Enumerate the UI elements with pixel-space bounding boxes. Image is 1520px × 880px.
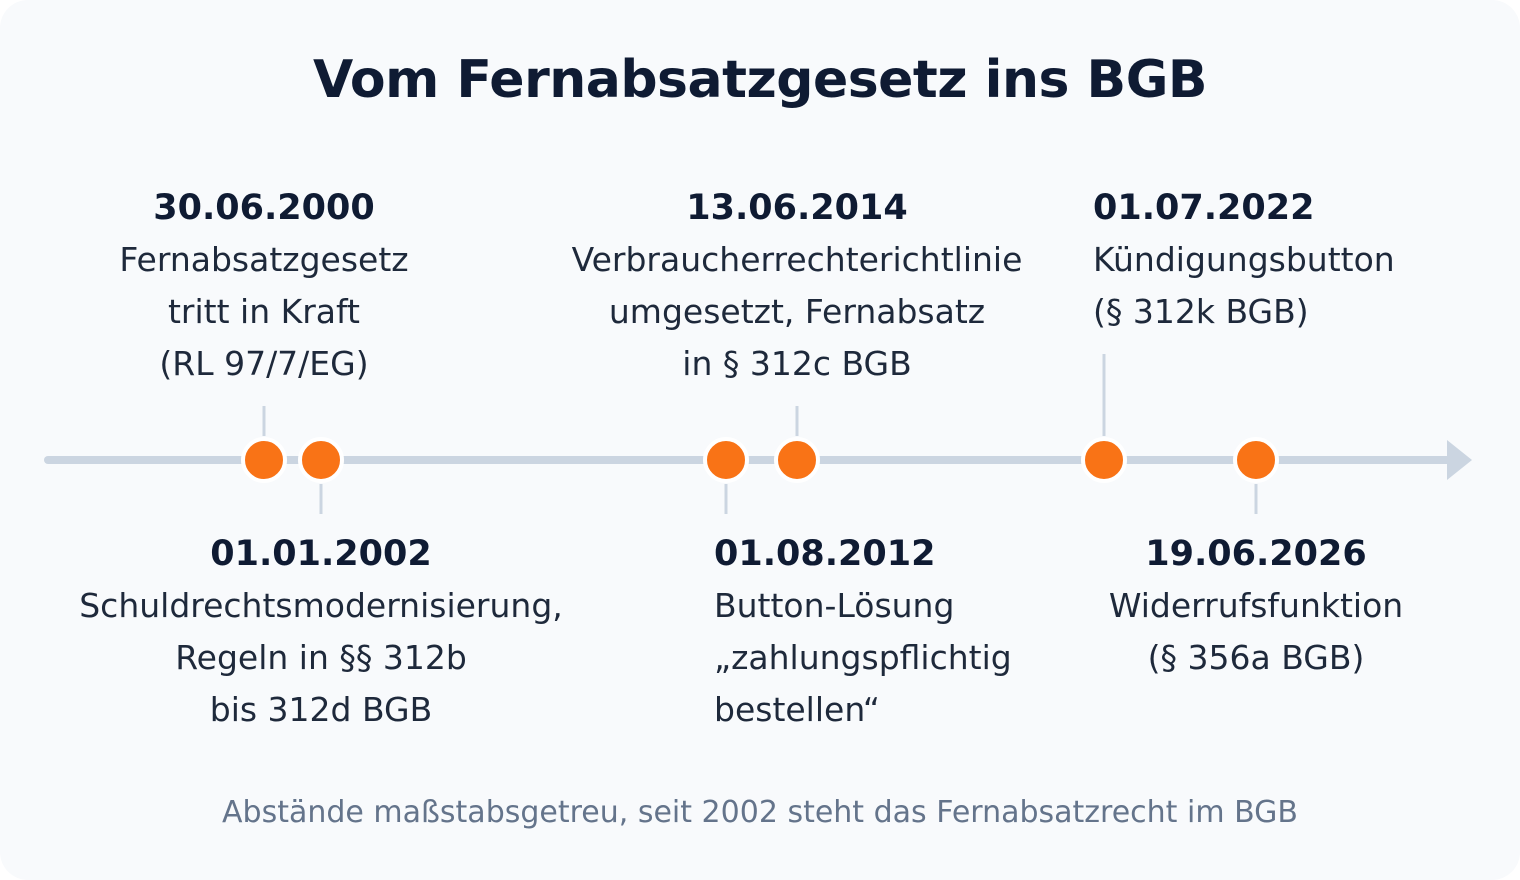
event-marker-2014 (774, 437, 820, 483)
event-marker-2026 (1233, 437, 1279, 483)
event-date: 01.08.2012 (714, 534, 936, 574)
event-label-2026: 19.06.2026 Widerrufsfunktion (§ 356a BGB… (1109, 528, 1403, 684)
event-label-2000: 30.06.2000 Fernabsatzgesetz tritt in Kra… (119, 182, 408, 390)
event-marker-2000 (241, 437, 287, 483)
event-date: 01.07.2022 (1093, 188, 1315, 228)
event-description: Fernabsatzgesetz tritt in Kraft (RL 97/7… (119, 240, 409, 383)
event-label-2022: 01.07.2022 Kündigungsbutton (§ 312k BGB) (1093, 182, 1395, 338)
event-date: 01.01.2002 (210, 534, 432, 574)
event-description: Schuldrechtsmodernisierung, Regeln in §§… (79, 586, 563, 729)
event-description: Verbraucherrechterichtlinie umgesetzt, F… (571, 240, 1023, 383)
event-description: Kündigungsbutton (§ 312k BGB) (1093, 240, 1395, 331)
caption: Abstände maßstabsgetreu, seit 2002 steht… (222, 795, 1298, 830)
event-marker-2002 (298, 437, 344, 483)
event-label-2002: 01.01.2002 Schuldrechtsmodernisierung, R… (79, 528, 563, 736)
event-date: 30.06.2000 (153, 188, 375, 228)
event-description: Widerrufsfunktion (§ 356a BGB) (1108, 586, 1404, 677)
event-date: 19.06.2026 (1145, 534, 1367, 574)
event-marker-2022 (1081, 437, 1127, 483)
event-label-2014: 13.06.2014 Verbraucherrechterichtlinie u… (572, 182, 1023, 390)
diagram-title: Vom Fernabsatzgesetz ins BGB (312, 50, 1208, 110)
event-date: 13.06.2014 (686, 188, 908, 228)
timeline-arrow-head (1447, 440, 1472, 480)
event-description: Button-Lösung „zahlungspflichtig bestell… (714, 586, 1012, 729)
event-marker-2012 (703, 437, 749, 483)
event-label-2012: 01.08.2012 Button-Lösung „zahlungspflich… (714, 528, 1012, 736)
